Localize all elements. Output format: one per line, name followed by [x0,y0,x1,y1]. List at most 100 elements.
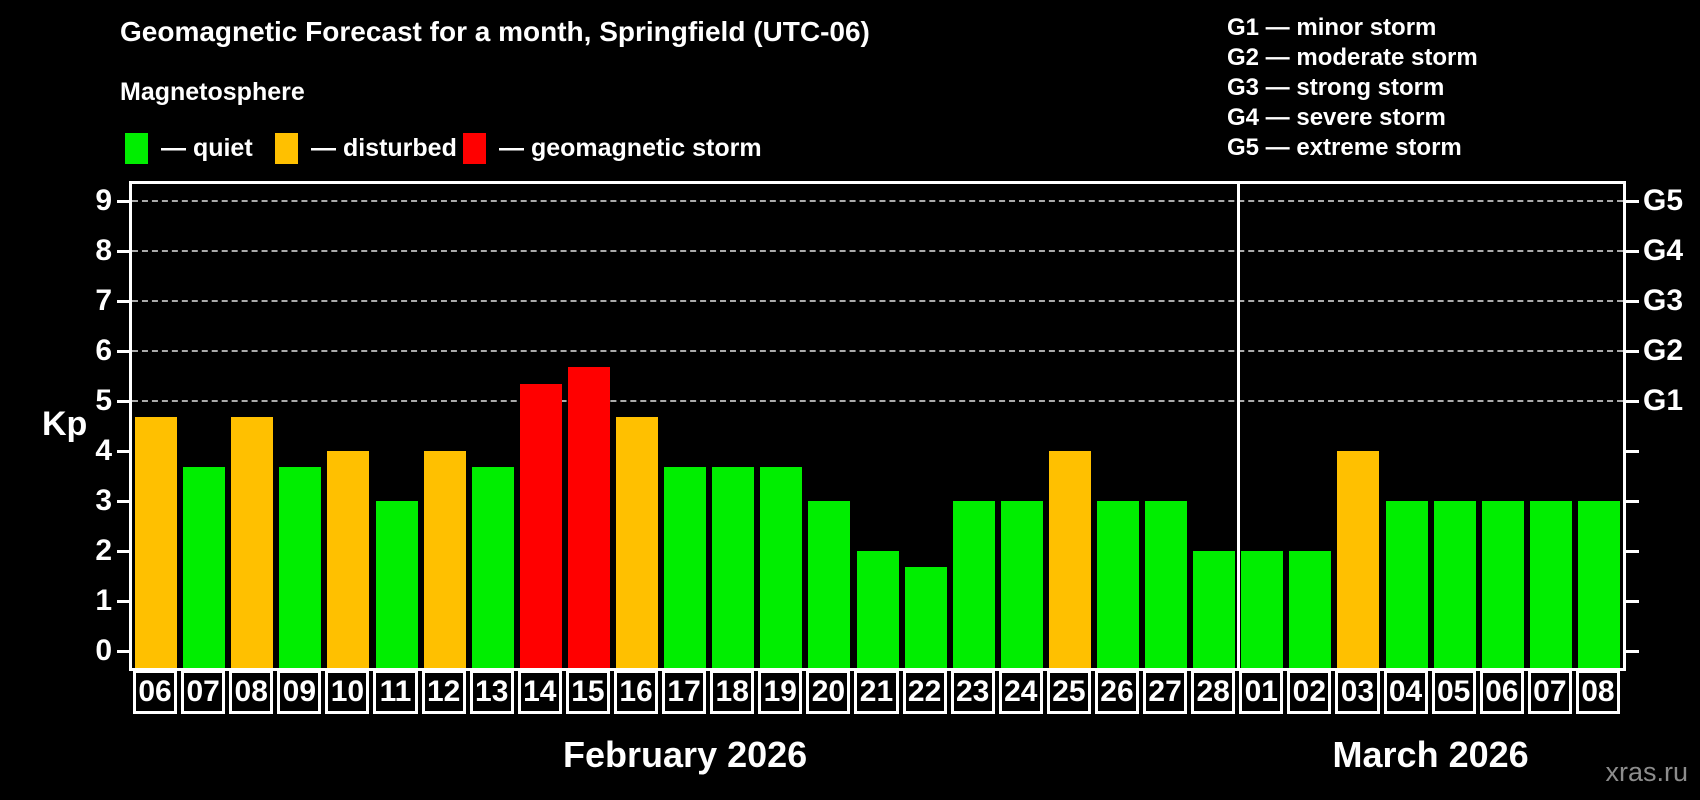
y-tick-label-0: 0 [95,634,112,667]
y-tick-left-4 [117,449,130,453]
y-tick-right-5 [1626,399,1639,403]
kp-bar-24 [1000,501,1043,668]
kp-bar-07 [183,467,226,668]
date-cell-04: 04 [1383,670,1428,714]
kp-bar-07 [1529,501,1572,668]
y-tick-right-1 [1626,599,1639,603]
legend-item-disturbed: — disturbed [275,131,457,165]
month-label-1: March 2026 [1332,734,1529,775]
date-cell-16: 16 [613,670,659,714]
date-cell-06: 06 [133,670,178,714]
date-cell-15: 15 [565,670,610,714]
gridline-kp5 [132,400,1623,402]
kp-bar-04 [1385,501,1428,668]
date-cell-02: 02 [1287,670,1332,714]
kp-bar-17 [664,467,707,668]
y-tick-label-9: 9 [95,184,112,217]
chart-title: Geomagnetic Forecast for a month, Spring… [120,16,870,47]
y-tick-label-3: 3 [95,484,112,517]
y-tick-left-1 [117,599,130,603]
date-cell-13: 13 [469,670,514,714]
date-cell-24: 24 [998,670,1043,714]
date-cell-08: 08 [229,670,274,714]
gridline-kp9 [132,200,1623,202]
y-tick-left-8 [117,249,130,253]
g-legend-line-g3: G3 — strong storm [1227,74,1445,101]
kp-bar-20 [808,501,851,668]
kp-bar-06 [135,417,178,668]
y-tick-right-3 [1626,499,1639,503]
date-cell-26: 26 [1094,670,1140,714]
y-tick-left-7 [117,299,130,303]
kp-bar-25 [1048,451,1091,668]
date-cell-22: 22 [902,670,947,714]
y-tick-right-8 [1626,249,1639,253]
gridline-kp7 [132,300,1623,302]
kp-bar-05 [1433,501,1476,668]
y-tick-left-2 [117,549,130,553]
y-tick-label-8: 8 [95,234,112,267]
kp-bar-01 [1241,551,1284,668]
date-cell-25: 25 [1046,670,1091,714]
g-legend-line-g5: G5 — extreme storm [1227,134,1462,161]
y-tick-right-4 [1626,449,1639,453]
kp-bar-16 [616,417,659,668]
g-legend-line-g1: G1 — minor storm [1227,14,1437,41]
date-cell-20: 20 [806,670,851,714]
plot-area [129,181,1626,671]
gridline-kp8 [132,250,1623,252]
watermark: xras.ru [1605,757,1688,787]
date-cell-10: 10 [325,670,370,714]
g-axis-label-g1: G1 [1643,384,1684,417]
kp-bar-10 [327,451,370,668]
legend-item-quiet: — quiet [125,131,253,165]
g-legend-line-g2: G2 — moderate storm [1227,44,1478,71]
y-tick-right-0 [1626,649,1639,653]
date-cell-27: 27 [1143,670,1188,714]
kp-bar-26 [1096,501,1139,668]
date-cell-18: 18 [710,670,755,714]
y-tick-label-7: 7 [95,284,112,317]
y-tick-left-6 [117,349,130,353]
g-axis-label-g2: G2 [1643,334,1684,367]
date-cell-09: 09 [277,670,322,714]
kp-bar-12 [423,451,466,668]
date-cell-01: 01 [1239,670,1284,714]
y-tick-label-5: 5 [95,384,112,417]
date-cell-14: 14 [517,670,562,714]
y-tick-label-4: 4 [95,434,112,467]
storm-color-swatch [463,132,486,164]
kp-bar-28 [1193,551,1236,668]
y-axis-title: Kp [42,405,88,443]
y-tick-label-1: 1 [95,584,112,617]
disturbed-color-swatch [275,132,298,164]
kp-bar-08 [1577,501,1620,668]
date-cell-21: 21 [854,670,899,714]
kp-bar-03 [1337,451,1380,668]
date-cell-23: 23 [950,670,995,714]
chart-subtitle: Magnetosphere [120,78,305,106]
g-legend-line-g4: G4 — severe storm [1227,104,1446,131]
kp-bar-18 [712,467,755,668]
date-cell-03: 03 [1335,670,1380,714]
legend-label-disturbed: — disturbed [311,133,457,162]
y-tick-right-6 [1626,349,1639,353]
kp-bar-21 [856,551,899,668]
month-separator-line [1236,184,1240,668]
quiet-color-swatch [125,132,148,164]
month-label-0: February 2026 [563,734,808,775]
kp-bar-02 [1289,551,1332,668]
y-tick-right-2 [1626,549,1639,553]
y-tick-label-2: 2 [95,534,112,567]
y-tick-left-9 [117,199,130,203]
date-cell-07: 07 [181,670,226,714]
g-axis-label-g4: G4 [1643,234,1684,267]
date-cell-08: 08 [1575,670,1620,714]
kp-bar-08 [231,417,274,668]
y-tick-left-0 [117,649,130,653]
y-tick-label-6: 6 [95,334,112,367]
date-cell-07: 07 [1527,670,1572,714]
date-cell-11: 11 [373,670,418,714]
date-cell-05: 05 [1431,670,1476,714]
legend-item-storm: — geomagnetic storm [463,131,762,165]
